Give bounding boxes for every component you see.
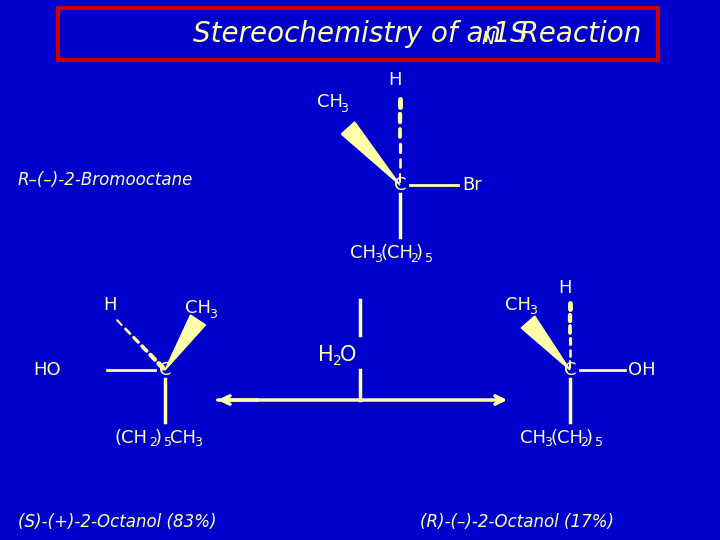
- Text: (CH: (CH: [380, 244, 413, 262]
- Text: H: H: [388, 71, 402, 89]
- Text: ): ): [155, 429, 162, 447]
- Text: CH: CH: [350, 244, 376, 262]
- Text: (S)-(+)-2-Octanol (83%): (S)-(+)-2-Octanol (83%): [18, 513, 217, 531]
- Text: 3: 3: [340, 102, 348, 114]
- Text: CH: CH: [170, 429, 196, 447]
- Polygon shape: [341, 122, 400, 185]
- Text: CH: CH: [317, 93, 343, 111]
- Text: CH: CH: [185, 299, 211, 317]
- Text: 3: 3: [374, 252, 382, 265]
- Text: C: C: [564, 361, 576, 379]
- Text: 1 Reaction: 1 Reaction: [492, 20, 641, 48]
- Bar: [58, 8, 658, 60]
- Polygon shape: [521, 316, 570, 370]
- Text: H: H: [558, 279, 572, 297]
- Text: O: O: [340, 345, 356, 365]
- Text: (R)-(–)-2-Octanol (17%): (R)-(–)-2-Octanol (17%): [420, 513, 614, 531]
- Text: 2: 2: [149, 436, 157, 449]
- Text: H: H: [103, 296, 117, 314]
- Text: 2: 2: [580, 436, 588, 449]
- Text: R–(–)-2-Bromooctane: R–(–)-2-Bromooctane: [18, 171, 194, 189]
- Text: H: H: [318, 345, 333, 365]
- Text: (CH: (CH: [115, 429, 148, 447]
- Text: ): ): [586, 429, 593, 447]
- Text: Stereochemistry of an S: Stereochemistry of an S: [193, 20, 527, 48]
- Text: 3: 3: [209, 307, 217, 321]
- Text: 3: 3: [194, 436, 202, 449]
- Text: 3: 3: [529, 305, 537, 318]
- Text: OH: OH: [628, 361, 656, 379]
- Text: CH: CH: [505, 296, 531, 314]
- Text: (CH: (CH: [550, 429, 583, 447]
- Text: 5: 5: [595, 436, 603, 449]
- Text: 2: 2: [410, 252, 418, 265]
- Text: 5: 5: [164, 436, 172, 449]
- Text: CH: CH: [520, 429, 546, 447]
- Text: C: C: [158, 361, 171, 379]
- Text: ): ): [416, 244, 423, 262]
- Text: Br: Br: [462, 176, 482, 194]
- Text: HO: HO: [33, 361, 60, 379]
- Text: 3: 3: [544, 436, 552, 449]
- Text: C: C: [394, 176, 406, 194]
- Text: 2: 2: [333, 354, 342, 368]
- Text: 5: 5: [425, 252, 433, 265]
- Text: N: N: [482, 30, 495, 48]
- Polygon shape: [165, 315, 205, 370]
